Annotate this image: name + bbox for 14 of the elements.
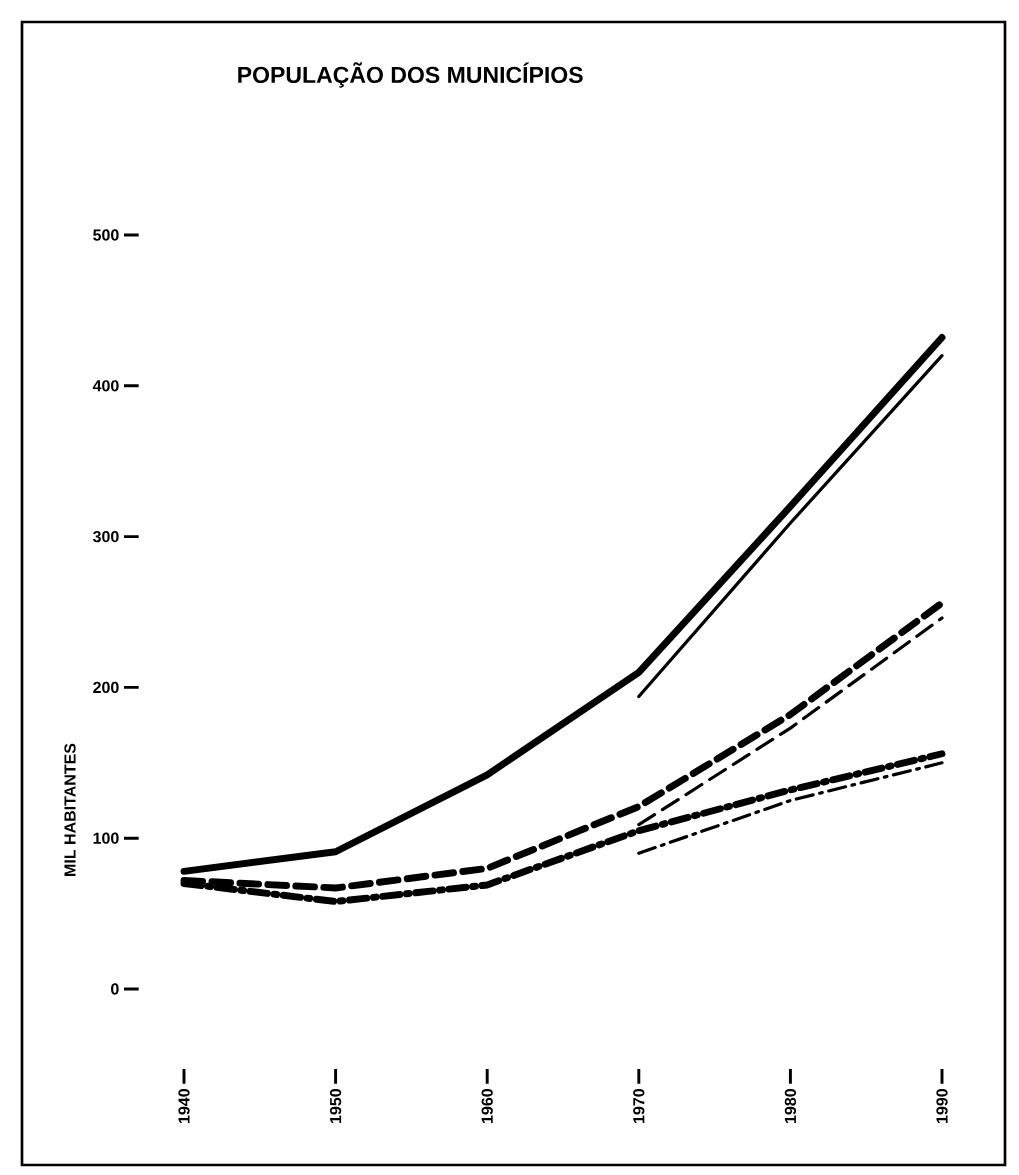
y-tick-label: 100	[93, 832, 119, 844]
y-tick-label: 0	[111, 983, 119, 995]
x-tick-label: 1970	[633, 1089, 645, 1123]
y-axis-title: MIL HABITANTES	[64, 743, 76, 876]
x-tick-label: 1990	[936, 1089, 948, 1123]
x-tick-label: 1940	[178, 1089, 190, 1123]
x-tick-label: 1960	[481, 1089, 493, 1123]
x-tick-label: 1980	[784, 1089, 797, 1123]
y-tick-label: 200	[93, 681, 119, 694]
y-tick-label: 400	[92, 380, 119, 392]
y-tick-label: 500	[93, 229, 119, 241]
x-tick-label: 1950	[329, 1089, 342, 1123]
y-tick-label: 300	[92, 530, 119, 543]
chart-title: POPULAÇÃO DOS MUNICÍPIOS	[238, 62, 583, 88]
